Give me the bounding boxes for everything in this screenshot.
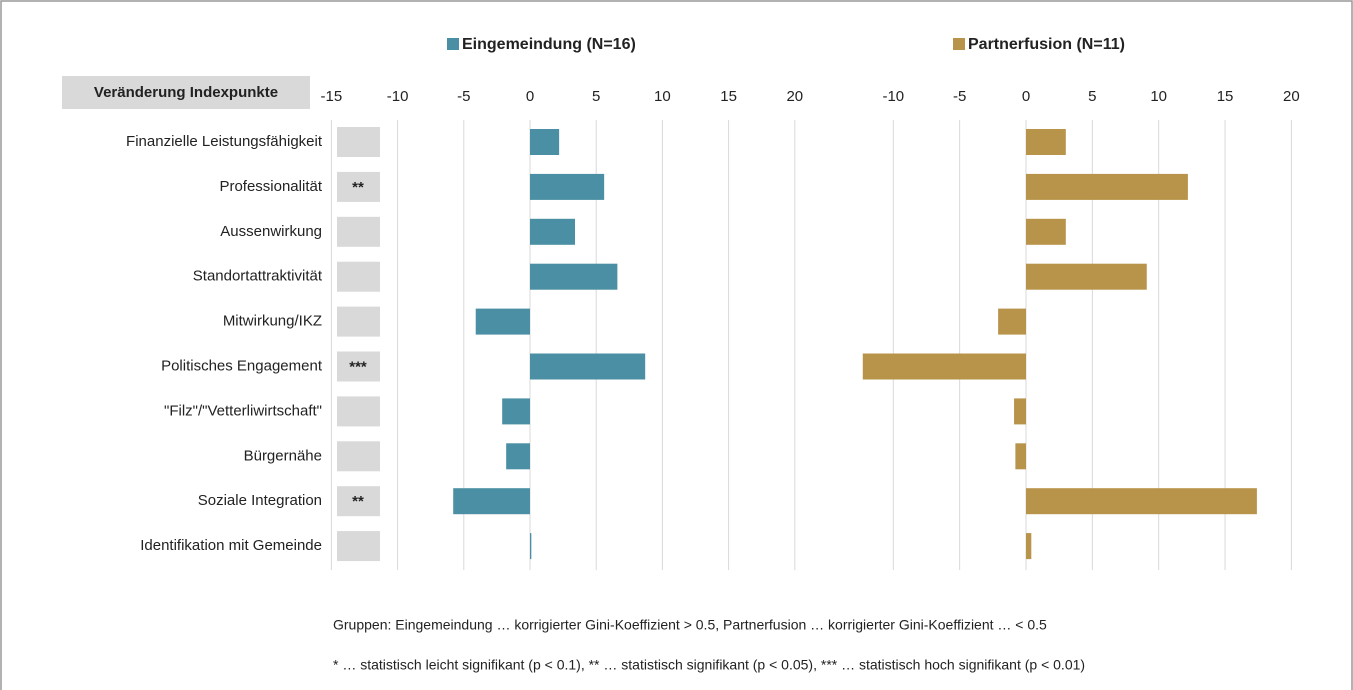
category-label: Identifikation mit Gemeinde xyxy=(140,537,322,554)
category-label: "Filz"/"Vetterliwirtschaft" xyxy=(164,402,322,419)
bar xyxy=(1015,443,1026,470)
x-tick-label: 5 xyxy=(1088,88,1096,105)
category-label: Standortattraktivität xyxy=(193,268,323,285)
significance-box xyxy=(337,171,380,202)
significance-box xyxy=(337,486,380,517)
category-label: Aussenwirkung xyxy=(220,223,322,240)
x-tick-label: 10 xyxy=(654,88,671,105)
significance-box xyxy=(337,261,380,292)
x-tick-label: -15 xyxy=(321,88,343,105)
bar xyxy=(530,129,560,155)
bar xyxy=(530,353,646,380)
significance-box xyxy=(337,531,380,562)
bar xyxy=(1026,129,1066,155)
bar xyxy=(502,398,530,425)
significance-box xyxy=(337,306,380,337)
axis-label-box xyxy=(62,76,310,109)
bar xyxy=(530,533,532,560)
note: * … statistisch leicht signifikant (p < … xyxy=(333,657,1085,673)
bar xyxy=(530,263,618,290)
significance-box xyxy=(337,396,380,427)
x-tick-label: 5 xyxy=(592,88,600,105)
bar xyxy=(1026,533,1032,560)
category-label: Politisches Engagement xyxy=(161,357,323,374)
category-label: Professionalität xyxy=(219,178,322,195)
significance-box xyxy=(337,441,380,472)
legend-label: Partnerfusion (N=11) xyxy=(968,36,1125,53)
bar xyxy=(862,353,1026,380)
bar xyxy=(530,218,576,245)
x-tick-label: -5 xyxy=(457,88,470,105)
axis-label: Veränderung Indexpunkte xyxy=(94,84,278,101)
bar xyxy=(506,443,530,470)
significance-label: ** xyxy=(352,493,364,510)
significance-box xyxy=(337,127,380,157)
significance-label: *** xyxy=(349,358,367,375)
bar xyxy=(1014,398,1026,425)
bar xyxy=(1026,488,1257,515)
significance-box xyxy=(337,216,380,247)
bar xyxy=(998,308,1026,335)
x-tick-label: 0 xyxy=(526,88,534,105)
bar xyxy=(1026,263,1147,290)
legend-label: Eingemeindung (N=16) xyxy=(462,36,636,53)
x-tick-label: 0 xyxy=(1022,88,1030,105)
legend-swatch xyxy=(447,38,459,50)
x-tick-label: -5 xyxy=(953,88,966,105)
x-tick-label: 20 xyxy=(1283,88,1300,105)
category-label: Finanzielle Leistungsfähigkeit xyxy=(126,133,323,150)
x-tick-label: -10 xyxy=(882,88,904,105)
bar xyxy=(1026,173,1188,200)
category-label: Bürgernähe xyxy=(244,447,322,464)
category-label: Soziale Integration xyxy=(198,492,322,509)
x-tick-label: 10 xyxy=(1150,88,1167,105)
x-tick-label: 15 xyxy=(720,88,737,105)
x-tick-label: 15 xyxy=(1217,88,1234,105)
bar xyxy=(530,173,605,200)
significance-label: ** xyxy=(352,179,364,196)
bar xyxy=(453,488,530,515)
x-tick-label: -10 xyxy=(387,88,409,105)
legend-swatch xyxy=(953,38,965,50)
significance-box xyxy=(337,351,380,382)
category-label: Mitwirkung/IKZ xyxy=(223,313,322,330)
bar xyxy=(475,308,530,335)
bar xyxy=(1026,218,1066,245)
note: Gruppen: Eingemeindung … korrigierter Gi… xyxy=(333,617,1047,633)
x-tick-label: 20 xyxy=(786,88,803,105)
